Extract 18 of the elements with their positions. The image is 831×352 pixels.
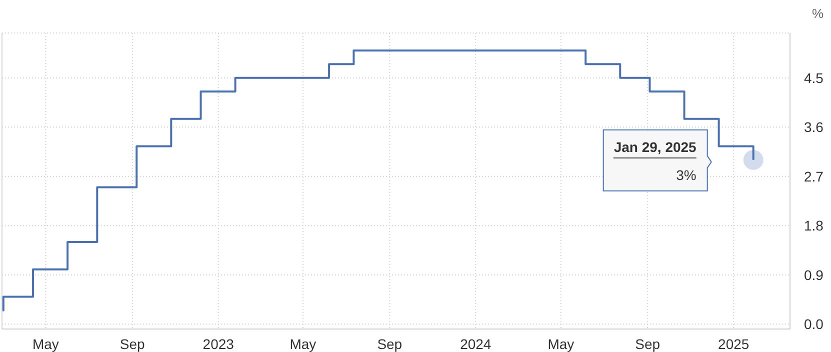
x-tick-label: Sep bbox=[120, 336, 146, 352]
y-tick-label: 0.9 bbox=[804, 266, 824, 283]
y-axis-title: % bbox=[812, 6, 824, 21]
annotation: Jan 29, 2025 bbox=[614, 138, 697, 155]
x-tick-label: May bbox=[32, 336, 59, 352]
x-tick-label: Sep bbox=[635, 336, 660, 352]
x-tick-label: 2025 bbox=[718, 336, 750, 352]
annotation: 3% bbox=[676, 166, 696, 183]
x-tick-label: 2023 bbox=[202, 336, 234, 352]
y-tick-label: 1.8 bbox=[804, 218, 824, 234]
x-tick-label: May bbox=[290, 336, 316, 352]
y-tick-label: 4.5 bbox=[804, 70, 824, 86]
x-tick-label: Sep bbox=[377, 336, 402, 352]
y-tick-label: 3.6 bbox=[804, 119, 824, 136]
y-tick-label: 0.0 bbox=[804, 316, 824, 332]
x-tick-label: May bbox=[548, 336, 574, 352]
x-tick-label: 2024 bbox=[460, 336, 492, 352]
y-tick-label: 2.7 bbox=[804, 168, 824, 184]
